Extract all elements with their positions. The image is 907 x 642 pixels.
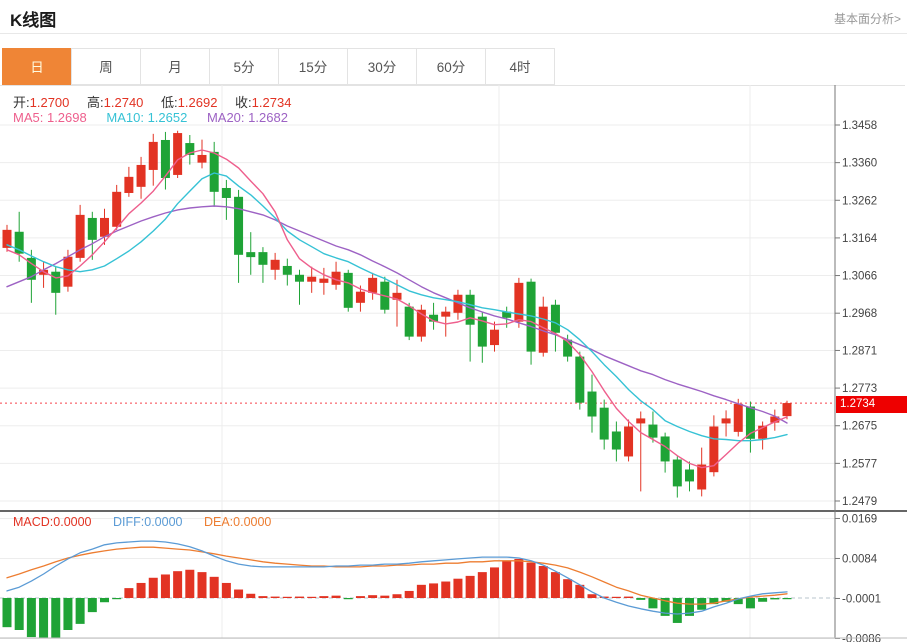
ohlc-readout: 开:1.2700 高:1.2740 低:1.2692 收:1.2734 (13, 92, 305, 111)
close-value: 1.2734 (251, 95, 292, 110)
fundamental-analysis-link[interactable]: 基本面分析> (833, 12, 901, 26)
svg-text:1.3262: 1.3262 (842, 195, 877, 207)
tab-15min[interactable]: 15分 (278, 48, 348, 85)
tabbar-bottom-line (0, 85, 905, 86)
svg-text:1.3066: 1.3066 (842, 271, 877, 283)
svg-text:1.2479: 1.2479 (842, 496, 877, 508)
svg-text:1.2773: 1.2773 (842, 383, 877, 395)
last-price-badge: 1.2734 (836, 396, 907, 413)
high-label: 高: (87, 95, 104, 110)
svg-text:1.2968: 1.2968 (842, 308, 877, 320)
tab-30min[interactable]: 30分 (347, 48, 417, 85)
ma10-label: MA10: (106, 110, 144, 125)
svg-text:-0.0001: -0.0001 (842, 593, 881, 605)
macd-readout: MACD:0.0000 DIFF:0.0000 DEA:0.0000 (13, 515, 289, 529)
dea-value: DEA:0.0000 (203, 515, 272, 529)
low-label: 低: (161, 95, 178, 110)
ma10-value: 1.2652 (147, 110, 188, 125)
tab-month[interactable]: 月 (140, 48, 210, 85)
svg-text:0.0084: 0.0084 (842, 553, 878, 565)
open-value: 1.2700 (29, 95, 70, 110)
ma5-label: MA5: (13, 110, 44, 125)
low-value: 1.2692 (177, 95, 218, 110)
ma20-value: 1.2682 (248, 110, 288, 125)
high-value: 1.2740 (103, 95, 144, 110)
tab-week[interactable]: 周 (71, 48, 141, 85)
diff-value: DIFF:0.0000 (113, 515, 183, 529)
ma20-label: MA20: (206, 110, 245, 125)
tab-60min[interactable]: 60分 (416, 48, 486, 85)
close-label: 收: (235, 95, 252, 110)
page-title: K线图 (10, 11, 57, 30)
open-label: 开: (13, 95, 30, 110)
svg-text:1.3360: 1.3360 (842, 158, 877, 170)
kline-chart[interactable]: 1.3458 1.3360 1.3262 1.3164 1.3066 1.2968 1.28… (0, 85, 907, 642)
period-tabbar: 日 周 月 5分 15分 30分 60分 4时 (0, 48, 905, 86)
svg-text:1.2675: 1.2675 (842, 421, 877, 433)
tab-day[interactable]: 日 (2, 48, 72, 85)
svg-text:1.3164: 1.3164 (842, 233, 878, 245)
tab-5min[interactable]: 5分 (209, 48, 279, 85)
tab-4hour[interactable]: 4时 (485, 48, 555, 85)
svg-text:0.0169: 0.0169 (842, 513, 877, 525)
header-divider (0, 33, 907, 34)
svg-text:1.2577: 1.2577 (842, 458, 877, 470)
ma5-value: 1.2698 (46, 110, 87, 125)
ma-readout: MA5: 1.2698 MA10: 1.2652 MA20: 1.2682 (13, 110, 304, 125)
macd-value: MACD:0.0000 (13, 515, 92, 529)
svg-text:1.3458: 1.3458 (842, 120, 877, 132)
svg-text:1.2871: 1.2871 (842, 345, 877, 357)
